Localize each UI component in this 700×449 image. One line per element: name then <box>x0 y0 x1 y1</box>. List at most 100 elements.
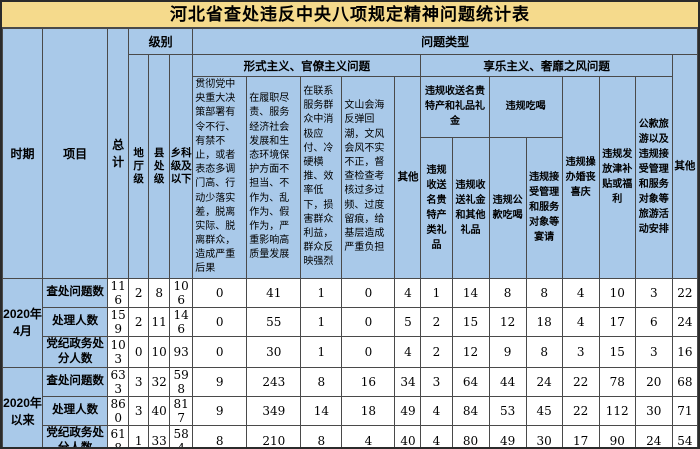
value-cell: 34 <box>394 366 422 397</box>
value-cell: 16 <box>341 366 396 397</box>
value-cell: 4 <box>341 424 396 447</box>
value-cell: 14 <box>451 277 490 308</box>
value-cell: 210 <box>246 424 302 447</box>
col-header-formalism-3: 在联系服务群众中消极应付、冷硬横推、效率低下，损害群众利益，群众反映强烈 <box>300 76 343 279</box>
value-cell: 9 <box>192 395 248 426</box>
value-cell: 1 <box>300 306 343 337</box>
value-cell: 0 <box>128 335 150 368</box>
col-header-cash-gifts: 违规收送礼金和其他礼品 <box>451 136 490 279</box>
value-cell: 860 <box>107 395 130 426</box>
value-cell: 598 <box>169 366 194 397</box>
col-group-gifts: 违规收送名贵特产和礼品礼金 <box>420 76 490 138</box>
table-row: 2020年4月 查处问题数 116 2 8 106 0 41 1 0 4 1 14 8 8 4 10 3 22 <box>2 277 698 368</box>
value-cell: 349 <box>246 395 302 426</box>
value-cell: 1 <box>300 335 343 368</box>
col-header-specialty-gifts: 违规收送名贵特产类礼品 <box>420 136 453 279</box>
value-cell: 16 <box>671 335 698 368</box>
value-cell: 3 <box>634 335 673 368</box>
value-cell: 2 <box>128 306 150 337</box>
row-label: 处理人数 <box>42 306 109 337</box>
row-label: 党纪政务处分人数 <box>42 424 109 447</box>
value-cell: 14 <box>300 395 343 426</box>
value-cell: 584 <box>169 424 194 447</box>
col-header-total: 总计 <box>107 28 130 279</box>
value-cell: 5 <box>394 306 422 337</box>
table-row: 处理人数 860 3 40 817 9 349 14 18 49 4 84 53 45 22 112 30 71 <box>3 395 698 426</box>
value-cell: 45 <box>525 395 563 426</box>
value-cell: 4 <box>394 277 422 308</box>
value-cell: 112 <box>598 395 636 426</box>
col-header-formalism-4: 文山会海反弹回潮，文风会风不实不正，督查检查考核过多过频、过度留痕，给基层造成严… <box>341 76 396 279</box>
value-cell: 12 <box>488 306 527 337</box>
value-cell: 55 <box>246 306 302 337</box>
value-cell: 33 <box>148 424 171 447</box>
value-cell: 8 <box>300 424 343 447</box>
value-cell: 0 <box>192 335 248 368</box>
value-cell: 2 <box>420 335 453 368</box>
value-cell: 11 <box>148 306 171 337</box>
value-cell: 0 <box>192 306 248 337</box>
value-cell: 93 <box>169 335 194 368</box>
col-group-level: 级别 <box>128 28 194 55</box>
value-cell: 41 <box>246 277 302 308</box>
col-header-level-township: 乡科级及以下 <box>169 54 194 279</box>
value-cell: 8 <box>300 366 343 397</box>
col-header-allowances: 违规发放津补贴或福利 <box>598 76 636 279</box>
value-cell: 78 <box>598 366 636 397</box>
value-cell: 18 <box>341 395 396 426</box>
col-header-public-funded-dining: 违规公款吃喝 <box>488 136 527 279</box>
value-cell: 159 <box>107 306 130 337</box>
value-cell: 44 <box>488 366 527 397</box>
period-cell: 2020年以来 <box>2 366 44 447</box>
row-label: 查处问题数 <box>42 277 109 308</box>
value-cell: 3 <box>634 277 673 308</box>
header-row-2: 地厅级 县处级 乡科级及以下 形式主义、官僚主义问题 享乐主义、奢靡之风问题 其… <box>3 54 698 279</box>
value-cell: 4 <box>420 424 453 447</box>
value-cell: 17 <box>598 306 636 337</box>
value-cell: 24 <box>671 306 698 337</box>
value-cell: 8 <box>525 277 563 308</box>
col-group-dining: 违规吃喝 <box>488 76 563 138</box>
table-row: 党纪政务处分人数 618 1 33 584 8 210 8 4 40 4 80 49 30 17 90 24 54 <box>3 424 698 447</box>
table-row: 党纪政务处分人数 103 0 10 93 0 30 1 0 4 2 12 9 8 3 15 3 16 <box>3 335 698 368</box>
value-cell: 40 <box>394 424 422 447</box>
value-cell: 8 <box>192 424 248 447</box>
col-group-hedonism: 享乐主义、奢靡之风问题 <box>420 54 673 77</box>
table-header: 时期 项目 总计 级别 问题类型 地厅级 县处级 乡科级及以下 形式主义、官僚主… <box>2 28 698 279</box>
col-header-level-county: 县处级 <box>148 54 171 279</box>
row-label: 处理人数 <box>42 395 109 426</box>
value-cell: 4 <box>394 335 422 368</box>
value-cell: 90 <box>598 424 636 447</box>
header-row-4: 违规收送名贵特产类礼品 违规收送礼金和其他礼品 违规公款吃喝 违规接受管理和服务… <box>3 136 698 279</box>
value-cell: 54 <box>671 424 698 447</box>
col-group-formalism: 形式主义、官僚主义问题 <box>192 54 422 77</box>
table-body: 2020年4月 查处问题数 116 2 8 106 0 41 1 0 4 1 14 8 8 4 10 3 22 处理人… <box>2 277 698 447</box>
value-cell: 817 <box>169 395 194 426</box>
col-header-formalism-2: 在履职尽责、服务经济社会发展和生态环境保护方面不担当、不作为、乱作为、假作为，严… <box>246 76 302 279</box>
statistics-table: 时期 项目 总计 级别 问题类型 地厅级 县处级 乡科级及以下 形式主义、官僚主… <box>2 28 698 447</box>
value-cell: 1 <box>128 424 150 447</box>
value-cell: 24 <box>634 424 673 447</box>
value-cell: 4 <box>561 277 600 308</box>
value-cell: 6 <box>634 306 673 337</box>
value-cell: 3 <box>128 395 150 426</box>
value-cell: 32 <box>148 366 171 397</box>
value-cell: 8 <box>148 277 171 308</box>
value-cell: 0 <box>341 306 396 337</box>
value-cell: 22 <box>561 366 600 397</box>
row-label: 查处问题数 <box>42 366 109 397</box>
page-title: 河北省查处违反中央八项规定精神问题统计表 <box>2 2 698 28</box>
value-cell: 22 <box>671 277 698 308</box>
value-cell: 3 <box>420 366 453 397</box>
value-cell: 0 <box>192 277 248 308</box>
col-header-formalism-other: 其他 <box>394 76 422 279</box>
value-cell: 9 <box>192 366 248 397</box>
value-cell: 0 <box>341 335 396 368</box>
value-cell: 4 <box>420 395 453 426</box>
col-header-other: 其他 <box>671 54 698 279</box>
col-header-formalism-1: 贯彻党中央重大决策部署有令不行、有禁不止，或者表态多调门高、行动少落实差，脱离实… <box>192 76 248 279</box>
value-cell: 18 <box>525 306 563 337</box>
value-cell: 53 <box>488 395 527 426</box>
value-cell: 8 <box>525 335 563 368</box>
col-header-public-funded-travel: 公款旅游以及违规接受管理和服务对象等旅游活动安排 <box>634 76 673 279</box>
